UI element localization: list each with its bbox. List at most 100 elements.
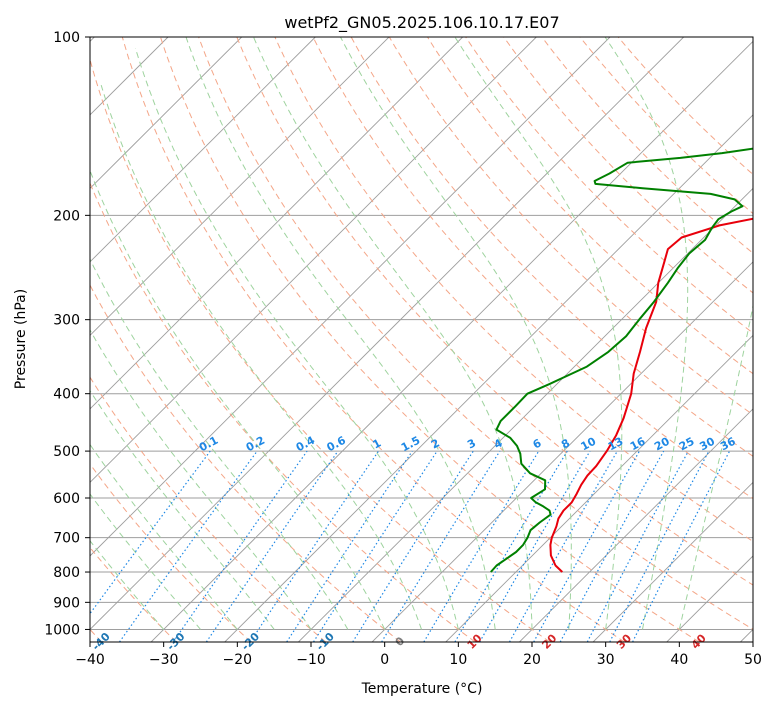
plot-frame: [89, 36, 754, 643]
moist-adiabat-line: [454, 37, 623, 630]
dry-adiabat-line: [388, 37, 753, 416]
isotherm-line: [150, 40, 753, 642]
dry-adiabat-line: [465, 37, 753, 334]
temperature-profile-line: [549, 217, 753, 573]
mixing-ratio-label: 6: [531, 436, 544, 451]
moist-adiabat-line: [90, 493, 201, 630]
x-tick-label: 20: [523, 652, 541, 668]
dry-adiabat-line: [312, 37, 753, 500]
y-tick-label: 800: [53, 565, 80, 581]
mixing-ratio-label: 20: [652, 435, 672, 454]
moist-adiabat-line: [90, 540, 165, 630]
x-tick-label: −30: [149, 652, 179, 668]
mixing-ratio-label: 10: [579, 435, 599, 454]
x-tick-label: 10: [449, 652, 467, 668]
y-tick-label: 400: [53, 387, 80, 403]
isotherm-line: [740, 628, 753, 642]
x-tick-label: 40: [670, 652, 688, 668]
isotherm-line: [90, 37, 537, 484]
mixing-ratio-line: [381, 450, 501, 642]
dry-adiabat-line: [90, 463, 252, 642]
isotherm-line: [90, 37, 390, 337]
x-tick-label: 50: [744, 652, 762, 668]
mixing-ratio-line: [586, 450, 689, 642]
isotherm-line: [445, 334, 753, 642]
plot-labels: 0.1 0.2 0.4 0.6 1 1.5 2 3 4 6 8 10 13 16 20 25 30 36-40 -3…: [90, 434, 739, 654]
mixing-ratio-line: [205, 450, 339, 642]
moist-adiabat-line: [253, 37, 533, 630]
mixing-ratio-line: [454, 450, 568, 642]
dry-adiabat-line: [503, 37, 753, 294]
dry-adiabat-line: [121, 37, 625, 642]
mixing-ratio-label: 25: [677, 435, 697, 454]
moist-adiabat-line: [100, 84, 422, 630]
moist-adiabat-line: [90, 443, 238, 630]
moist-adiabat-line: [604, 37, 689, 630]
isotherm-line: [90, 37, 685, 631]
y-tick-label: 500: [53, 444, 80, 460]
isotherm-line: [592, 481, 753, 642]
mixing-ratio-line: [352, 450, 474, 642]
mixing-ratio-label: 30: [697, 435, 717, 454]
dry-adiabat-line: [90, 284, 401, 642]
plot-area: [90, 37, 753, 642]
y-tick-label: 200: [53, 208, 80, 224]
mixing-ratio-label: 2: [429, 436, 442, 451]
isotherm-line: [90, 37, 316, 263]
y-axis-title: Pressure (hPa): [13, 289, 29, 389]
mixing-ratio-line: [533, 450, 640, 642]
x-axis-title: Temperature (°C): [361, 681, 483, 697]
dry-adiabat-line: [198, 37, 753, 630]
x-tick-label: −10: [296, 652, 326, 668]
y-tick-label: 300: [53, 313, 80, 329]
moist-adiabat-line: [90, 389, 275, 630]
y-tick-label: 600: [53, 491, 80, 507]
y-tick-label: 100: [53, 30, 80, 46]
moist-adiabat-line: [678, 303, 753, 630]
moist-adiabat-line: [90, 258, 349, 630]
dry-adiabat-label: -20: [239, 630, 262, 653]
dewpoint-profile-line: [490, 147, 753, 573]
moist-adiabat-line: [185, 37, 496, 630]
isotherm-line: [666, 555, 753, 642]
x-tick-label: 0: [380, 652, 389, 668]
y-tick-label: 700: [53, 531, 80, 547]
mixing-ratio-line: [119, 450, 258, 642]
dry-adiabat-line: [160, 37, 700, 642]
dry-adiabat-line: [90, 376, 327, 642]
dry-adiabat-line: [579, 37, 753, 215]
moist-adiabat-line: [90, 169, 386, 630]
isotherm-line: [90, 37, 464, 410]
x-tick-label: 30: [597, 652, 615, 668]
isotherm-line: [371, 261, 753, 642]
isotherm-line: [90, 37, 243, 190]
dry-adiabat-line: [617, 37, 753, 176]
mixing-ratio-label: 13: [606, 435, 626, 454]
moist-adiabat-line: [340, 37, 572, 630]
y-tick-label: 900: [53, 595, 80, 611]
x-tick-label: −40: [75, 652, 105, 668]
moist-adiabat-line: [134, 47, 459, 630]
mixing-ratio-line: [508, 450, 618, 642]
x-tick-label: −20: [223, 652, 253, 668]
isotherm-line: [519, 408, 753, 642]
dry-adiabat-line: [236, 37, 753, 586]
dry-adiabat-line: [350, 37, 753, 457]
isotherm-line: [90, 37, 611, 557]
dry-adiabat-line: [90, 181, 476, 642]
mixing-ratio-label: 36: [718, 435, 738, 454]
mixing-ratio-line: [312, 450, 438, 642]
dry-adiabat-line: [90, 57, 551, 642]
chart-title: wetPf2_GN05.2025.106.10.17.E07: [284, 13, 559, 33]
mixing-ratio-line: [423, 450, 540, 642]
y-tick-label: 1000: [44, 622, 80, 638]
mixing-ratio-line: [559, 450, 665, 642]
moist-adiabat-line: [90, 329, 312, 630]
mixing-ratio-line: [172, 450, 308, 642]
mixing-ratio-label: 16: [628, 435, 648, 454]
axes: −40 −30 −20 −10 0 10 20 30 40 50 1000 900 800 700 600 5…: [44, 30, 762, 668]
isotherm-line: [224, 114, 753, 642]
mixing-ratio-line: [479, 450, 591, 642]
mixing-ratio-label: 3: [465, 436, 478, 451]
